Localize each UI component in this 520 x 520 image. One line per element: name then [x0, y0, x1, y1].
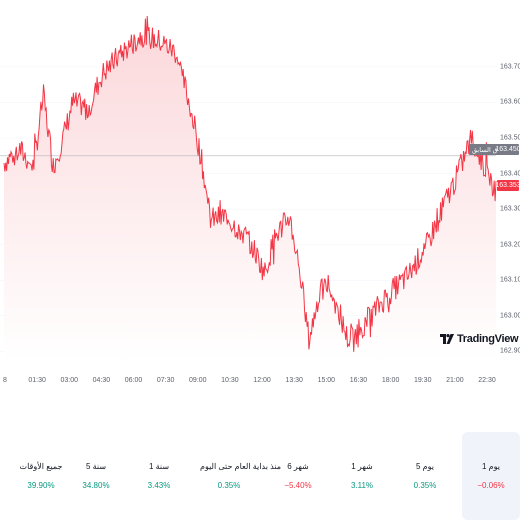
period-change: 0.35%	[413, 481, 437, 490]
x-tick-label: 13:30	[285, 377, 303, 384]
price-area-fill	[4, 16, 496, 362]
x-tick-label: 04:30	[92, 377, 111, 384]
x-tick-label: 09:00	[189, 377, 207, 384]
period-change: 0.35%	[217, 481, 241, 490]
x-tick-label: 06:00	[124, 377, 143, 384]
x-tick-label: 10:30	[221, 377, 239, 384]
period-tab[interactable]: 5 يوم 0.35%	[396, 432, 454, 520]
period-label: 1 سنة	[148, 462, 170, 471]
tradingview-logo-text: TradingView	[457, 333, 519, 345]
price-chart-plot[interactable]	[0, 0, 520, 385]
x-tick-label: 18:00	[381, 377, 400, 384]
period-change: 3.43%	[147, 481, 171, 490]
period-tab[interactable]: جميع الأوقات 39.90%	[12, 432, 70, 520]
period-change: 3.11%	[350, 481, 374, 490]
period-change: 34.80%	[82, 481, 110, 490]
y-tick-label: 162.900	[500, 347, 520, 355]
period-change: −0.06%	[477, 481, 505, 490]
y-tick-label: 163.600	[500, 98, 520, 106]
period-label: 5 يوم	[416, 462, 434, 471]
x-tick-label: 21:00	[446, 377, 464, 384]
period-change: 39.90%	[27, 481, 55, 490]
x-tick-label: 01:30	[28, 377, 46, 384]
previous-close-tag: الإغلاق السابق	[469, 144, 514, 155]
last-price-label: 163.353	[495, 180, 520, 191]
period-tab[interactable]: منذ بداية العام حتى اليوم 0.35%	[200, 432, 282, 520]
y-tick-label: 163.000	[500, 312, 520, 320]
period-label: 6 شهر	[287, 462, 309, 471]
x-tick-label: 12:00	[253, 377, 271, 384]
period-tab[interactable]: 1 شهر 3.11%	[333, 432, 391, 520]
period-label: 5 سنة	[85, 462, 107, 471]
period-tab[interactable]: 5 سنة 34.80%	[67, 432, 125, 520]
x-tick-label: 15:00	[317, 377, 336, 384]
period-label: منذ بداية العام حتى اليوم	[200, 462, 282, 471]
y-tick-label: 163.400	[500, 170, 520, 178]
x-tick-label: 07:30	[156, 377, 175, 384]
price-chart[interactable]: 163.700 163.600 163.500 163.400 163.300 163.2…	[0, 0, 520, 385]
period-label: 1 يوم	[482, 462, 500, 471]
x-tick-label: 16:30	[349, 377, 368, 384]
period-label: جميع الأوقات	[19, 462, 63, 471]
y-tick-label: 163.300	[500, 205, 520, 213]
price-line	[3, 15, 497, 352]
x-tick-label: 8	[3, 377, 7, 384]
tradingview-logo[interactable]: TradingView	[440, 333, 519, 345]
x-tick-label: 19:30	[413, 377, 432, 384]
previous-close-price-label: 163.450	[495, 144, 520, 155]
period-change: −5.40%	[284, 481, 312, 490]
x-tick-label: 03:00	[60, 377, 79, 384]
period-tab[interactable]: 1 يوم −0.06%	[462, 432, 520, 520]
y-tick-label: 163.200	[500, 241, 520, 249]
y-tick-label: 163.500	[500, 134, 520, 142]
y-tick-label: 163.700	[500, 63, 520, 71]
period-selector: 1 يوم −0.06% 5 يوم 0.35% 1 شهر 3.11% 6 شهر −5.4…	[0, 432, 520, 520]
y-tick-label: 163.100	[500, 276, 520, 284]
x-tick-label: 22:30	[478, 377, 496, 384]
period-tab[interactable]: 1 سنة 3.43%	[130, 432, 188, 520]
period-label: 1 شهر	[351, 462, 373, 471]
tradingview-logo-icon	[440, 334, 454, 344]
period-tab[interactable]: 6 شهر −5.40%	[269, 432, 327, 520]
